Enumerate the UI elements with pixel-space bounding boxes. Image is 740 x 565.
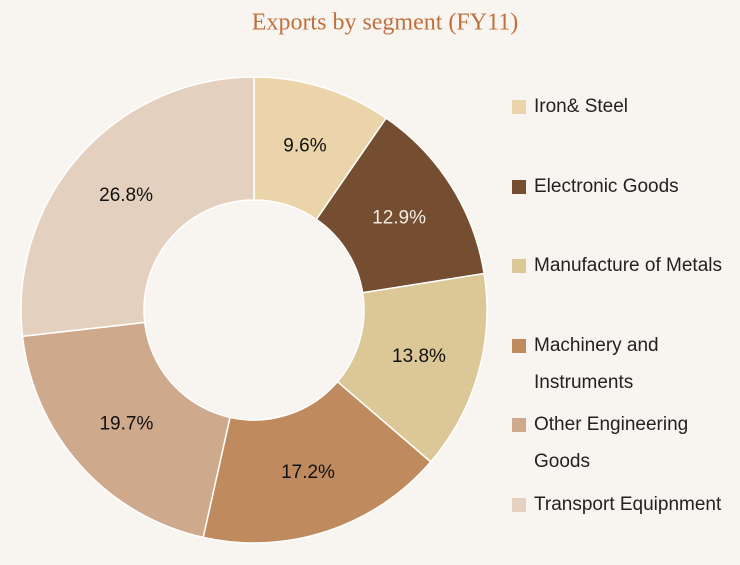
legend-item: Iron& Steel [512, 88, 734, 168]
legend-label: Transport Equipnment [534, 486, 721, 523]
value-label: 12.9% [372, 208, 426, 229]
chart-title: Exports by segment (FY11) [252, 10, 518, 36]
legend-item: Other Engineering Goods [512, 406, 734, 486]
legend-swatch [512, 180, 526, 194]
legend-label: Other Engineering Goods [534, 406, 734, 480]
legend-label: Manufacture of Metals [534, 247, 722, 284]
legend-label: Iron& Steel [534, 88, 628, 125]
legend: Iron& Steel Electronic Goods Manufacture o… [512, 88, 734, 565]
legend-swatch [512, 498, 526, 512]
value-label: 17.2% [281, 462, 335, 483]
legend-item: Transport Equipnment [512, 486, 734, 565]
legend-swatch [512, 100, 526, 114]
value-label: 26.8% [99, 185, 153, 206]
legend-label: Machinery and Instruments [534, 327, 734, 401]
legend-swatch [512, 339, 526, 353]
legend-swatch [512, 259, 526, 273]
value-label: 19.7% [99, 414, 153, 435]
donut-segment [21, 77, 254, 336]
legend-item: Electronic Goods [512, 168, 734, 248]
legend-swatch [512, 418, 526, 432]
legend-item: Manufacture of Metals [512, 247, 734, 327]
value-label: 9.6% [283, 135, 326, 156]
legend-item: Machinery and Instruments [512, 327, 734, 407]
value-label: 13.8% [392, 346, 446, 367]
legend-label: Electronic Goods [534, 168, 679, 205]
page: Exports by segment (FY11) 9.6% 12.9% 13.8%… [0, 0, 740, 547]
